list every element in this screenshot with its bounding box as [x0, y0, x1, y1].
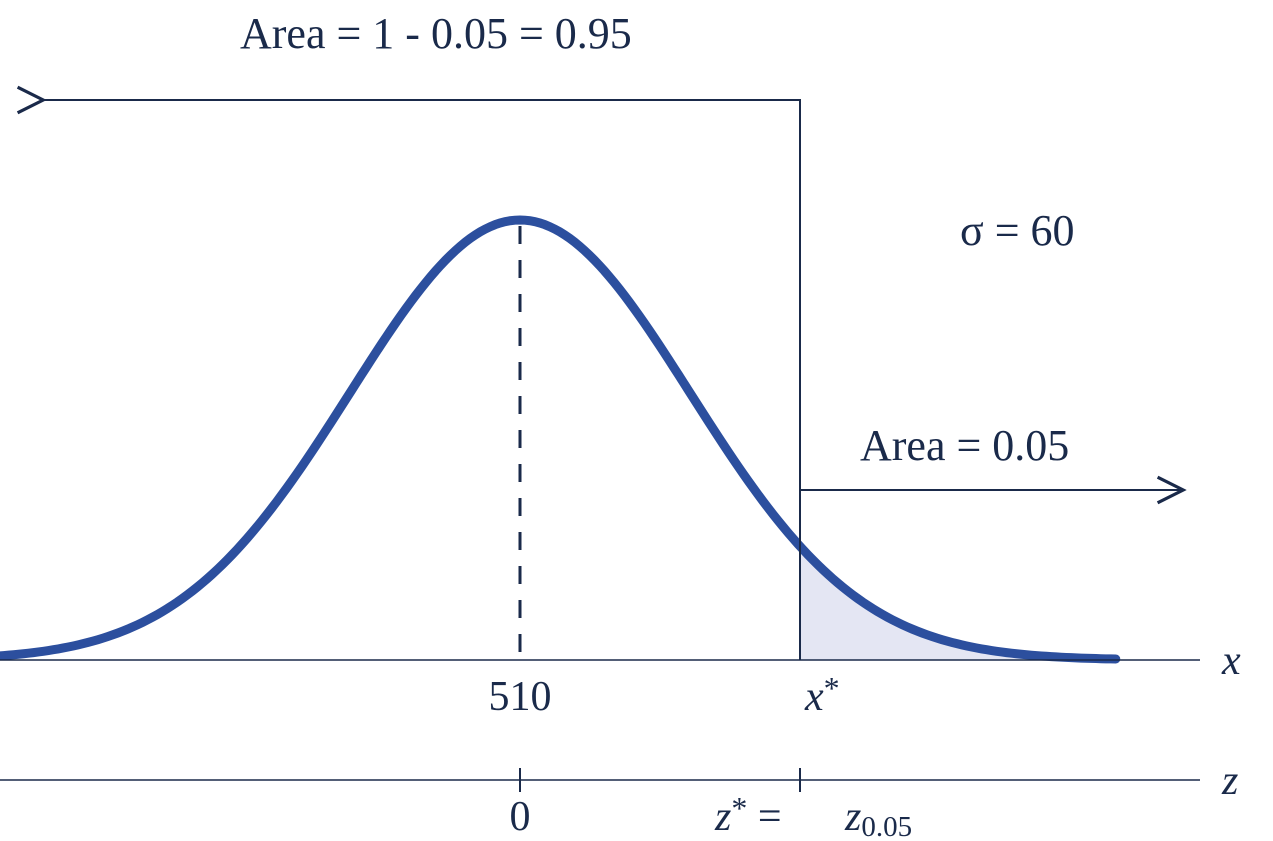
- z-star-label: z* =: [714, 790, 782, 840]
- x-star-label: x*: [804, 670, 840, 720]
- x-axis-center-value: 510: [489, 674, 552, 720]
- x-axis-label: x: [1221, 638, 1241, 684]
- diagram-svg: x 510 x* z 0 z* = z0.05 Area = 1 - 0.05 …: [0, 0, 1273, 841]
- right-area-label: Area = 0.05: [860, 421, 1069, 470]
- z-axis-label: z: [1221, 758, 1238, 804]
- left-area-label: Area = 1 - 0.05 = 0.95: [240, 9, 632, 58]
- z-subscript-label: z0.05: [844, 794, 912, 841]
- sigma-label: σ = 60: [960, 206, 1075, 255]
- figure-container: { "figure": { "type": "normal-distributi…: [0, 0, 1273, 841]
- z-axis-center-value: 0: [510, 794, 531, 840]
